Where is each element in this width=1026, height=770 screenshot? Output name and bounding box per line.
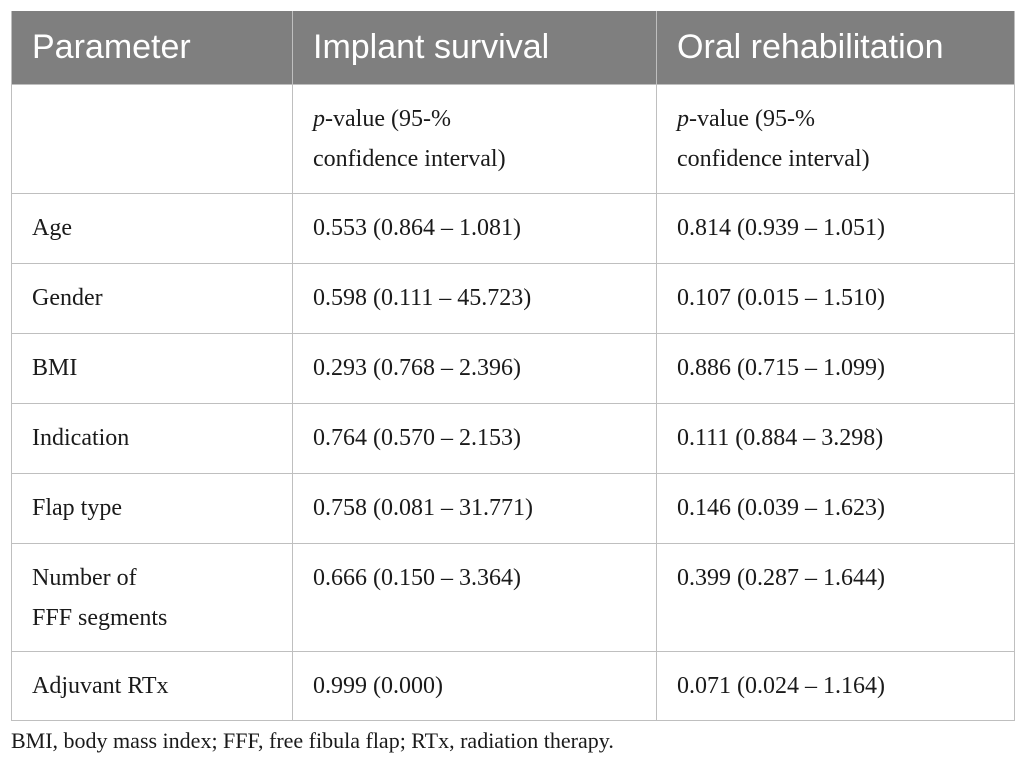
table-footnote: BMI, body mass index; FFF, free fibula f… [11,728,614,753]
cell-implant: 0.758 (0.081 – 31.771) [292,473,657,544]
cell-implant: 0.293 (0.768 – 2.396) [292,333,657,404]
table-row: Age 0.553 (0.864 – 1.081) 0.814 (0.939 –… [11,193,1015,264]
cell-parameter: BMI [11,333,293,404]
cell-implant: 0.999 (0.000) [292,651,657,721]
cell-implant: 0.553 (0.864 – 1.081) [292,193,657,264]
p-symbol: p [677,106,689,132]
cell-oral: 0.814 (0.939 – 1.051) [656,193,1015,264]
cell-parameter: Indication [11,403,293,474]
subheader-parameter [11,84,293,194]
cell-parameter: Adjuvant RTx [11,651,293,721]
cell-parameter: Number of FFF segments [11,543,293,652]
cell-oral: 0.399 (0.287 – 1.644) [656,543,1015,652]
cell-implant: 0.764 (0.570 – 2.153) [292,403,657,474]
subheader-oral: p-value (95-% confidence interval) [656,84,1015,194]
table-row: Flap type 0.758 (0.081 – 31.771) 0.146 (… [11,473,1015,544]
cell-oral: 0.071 (0.024 – 1.164) [656,651,1015,721]
cell-oral: 0.146 (0.039 – 1.623) [656,473,1015,544]
table-header-row: Parameter Implant survival Oral rehabili… [11,11,1015,85]
cell-oral: 0.886 (0.715 – 1.099) [656,333,1015,404]
subheader-implant: p-value (95-% confidence interval) [292,84,657,194]
results-table: Parameter Implant survival Oral rehabili… [11,11,1015,721]
p-symbol: p [313,106,325,132]
subheader-text: -value (95-% [325,106,451,132]
table-row: Number of FFF segments 0.666 (0.150 – 3.… [11,543,1015,652]
cell-parameter: Age [11,193,293,264]
header-parameter: Parameter [11,11,293,85]
header-oral-rehabilitation: Oral rehabilitation [656,11,1015,85]
cell-parameter: Gender [11,263,293,334]
table-row: Gender 0.598 (0.111 – 45.723) 0.107 (0.0… [11,263,1015,334]
subheader-text: confidence interval) [313,146,506,172]
header-implant-survival: Implant survival [292,11,657,85]
table-row: Adjuvant RTx 0.999 (0.000) 0.071 (0.024 … [11,651,1015,721]
table-row: BMI 0.293 (0.768 – 2.396) 0.886 (0.715 –… [11,333,1015,404]
subheader-text: -value (95-% [689,106,815,132]
subheader-text: confidence interval) [677,146,870,172]
table-row: Indication 0.764 (0.570 – 2.153) 0.111 (… [11,403,1015,474]
table-subheader-row: p-value (95-% confidence interval) p-val… [11,84,1015,194]
parameter-line: FFF segments [32,605,168,631]
cell-implant: 0.666 (0.150 – 3.364) [292,543,657,652]
cell-implant: 0.598 (0.111 – 45.723) [292,263,657,334]
cell-oral: 0.111 (0.884 – 3.298) [656,403,1015,474]
cell-oral: 0.107 (0.015 – 1.510) [656,263,1015,334]
parameter-line: Number of [32,565,137,591]
cell-parameter: Flap type [11,473,293,544]
